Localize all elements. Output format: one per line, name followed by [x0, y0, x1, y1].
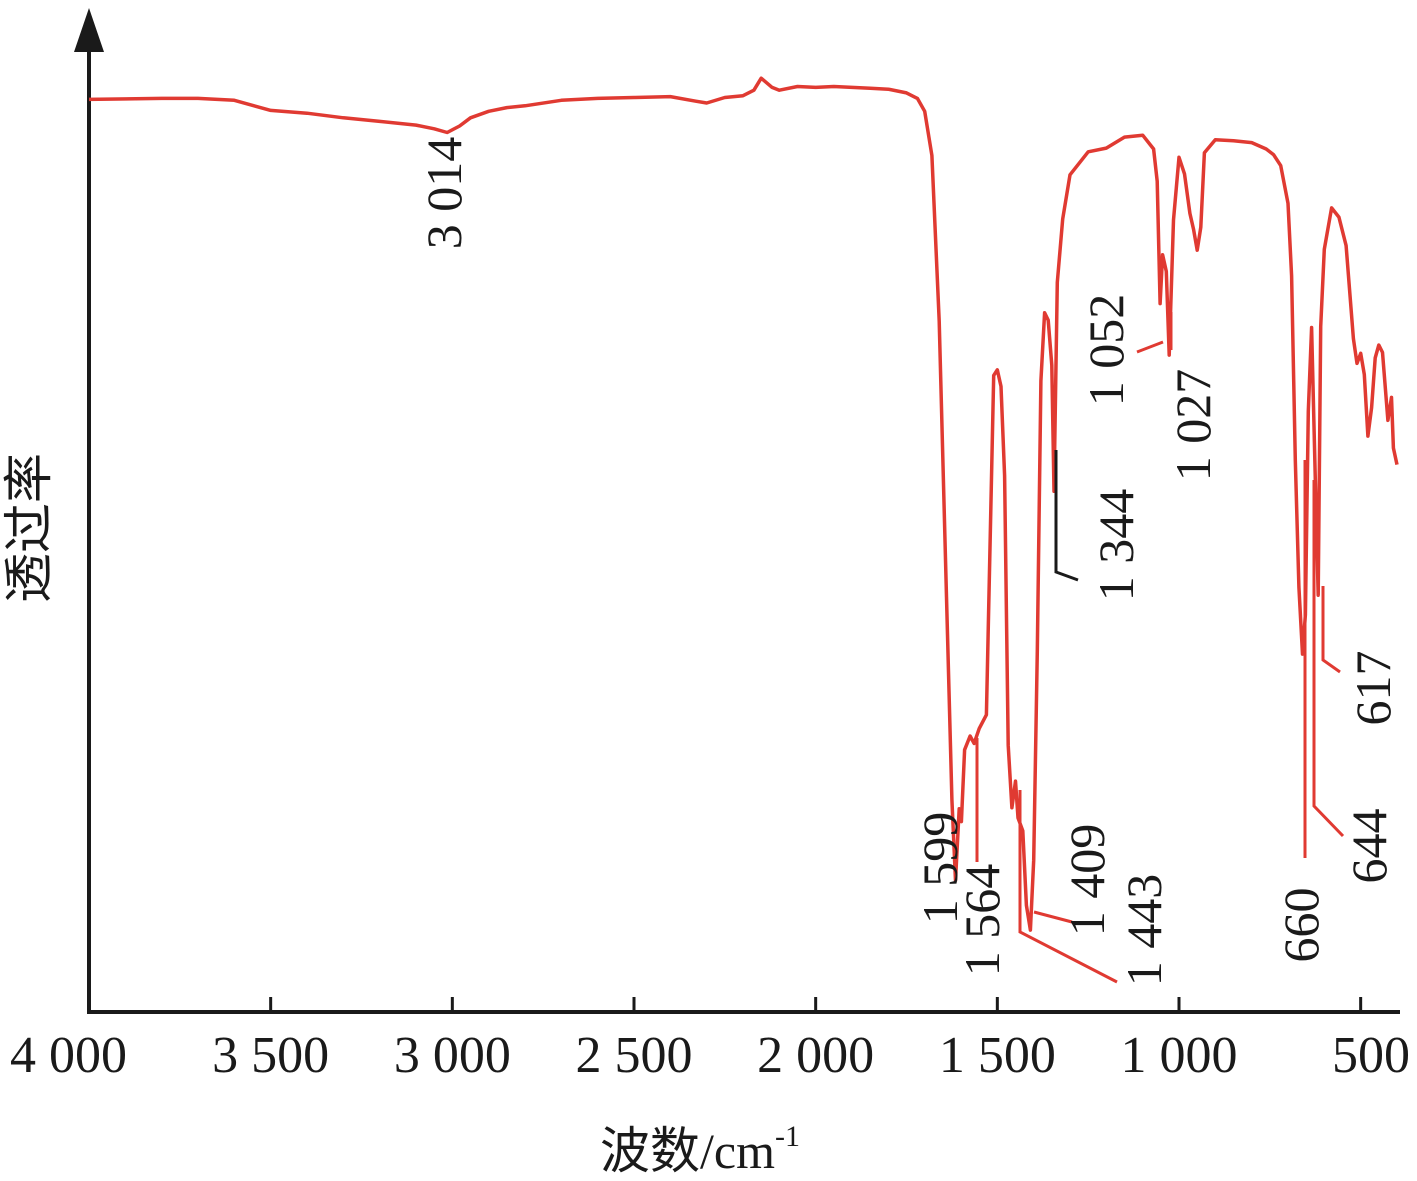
- y-axis-title: 透过率: [0, 453, 58, 603]
- x-tick-label-500: 500: [1332, 1027, 1410, 1084]
- x-tick-label-3500: 3 500: [212, 1027, 329, 1084]
- x-axis-title-superscript: -1: [775, 1120, 800, 1153]
- leader-1409: [1033, 910, 1073, 924]
- x-tick-label-4000: 4 000: [10, 1027, 127, 1084]
- x-axis-title-text: 波数/cm: [600, 1123, 775, 1179]
- annotation-617: 617: [1345, 651, 1401, 726]
- series-line: [88, 76, 1399, 932]
- leader-1052: [1136, 340, 1164, 354]
- x-axis-title: 波数/cm-1: [600, 1120, 800, 1179]
- x-tick-label-2500: 2 500: [576, 1027, 693, 1084]
- annotation-1564: 1 564: [954, 864, 1010, 977]
- annotation-1599: 1 599: [912, 812, 968, 925]
- annotation-3014: 3 014: [416, 137, 472, 250]
- x-tick-label-1000: 1 000: [1121, 1027, 1238, 1084]
- x-axis-ticks: 4 000 3 500 3 000 2 500 2 000 1 500 1 000 500: [10, 997, 1410, 1084]
- annotation-1409: 1 409: [1059, 824, 1115, 937]
- annotation-1443: 1 443: [1116, 874, 1172, 987]
- leader-1344: [1054, 450, 1079, 582]
- leader-644: [1312, 480, 1345, 838]
- peak-leader-lines: [975, 312, 1345, 984]
- x-tick-label-2000: 2 000: [757, 1027, 874, 1084]
- annotation-1052: 1 052: [1078, 294, 1134, 407]
- leader-617: [1321, 586, 1341, 674]
- annotation-1344: 1 344: [1088, 489, 1144, 602]
- annotation-644: 644: [1341, 809, 1397, 884]
- annotation-1027: 1 027: [1165, 369, 1221, 482]
- x-tick-label-1500: 1 500: [939, 1027, 1056, 1084]
- x-tick-label-3000: 3 000: [394, 1027, 511, 1084]
- leader-1443: [1018, 790, 1118, 984]
- y-axis-arrow: [74, 8, 104, 52]
- annotation-660: 660: [1273, 888, 1329, 963]
